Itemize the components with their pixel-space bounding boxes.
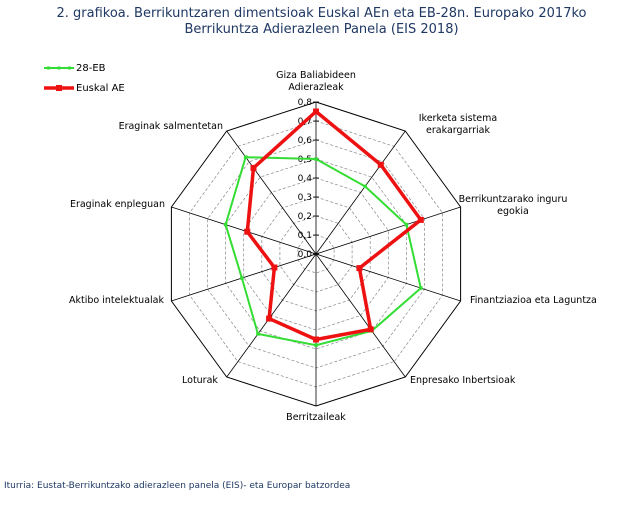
axis-label-2: Berrikuntzarako inguru egokia xyxy=(459,194,568,217)
chart-title-line1: 2. grafikoa. Berrikuntzaren dimentsioak … xyxy=(56,6,587,21)
series-0-point-1 xyxy=(363,184,367,189)
legend-label-eae: Euskal AE xyxy=(76,82,125,94)
axis-label-5-line-0: Berritzaileak xyxy=(286,412,346,423)
axis-label-7: Aktibo intelektualak xyxy=(69,295,164,306)
axis-label-9: Eraginak salmentetan xyxy=(119,121,223,132)
legend-item-eb: 28-EB xyxy=(44,58,125,78)
tick-label-6: 0,6 xyxy=(298,136,313,146)
axis-label-0-line-1: Adierazleak xyxy=(288,82,344,93)
series-0-point-5 xyxy=(314,343,318,347)
series-1-point-4 xyxy=(367,326,374,333)
axis-label-0: Giza Baliabideen Adierazleak xyxy=(276,70,356,93)
chart-title: 2. grafikoa. Berrikuntzaren dimentsioak … xyxy=(0,6,643,38)
axis-label-3-line-0: Finantziazioa eta Laguntza xyxy=(470,295,597,306)
tick-label-4: 0,4 xyxy=(298,174,313,184)
legend: 28-EB Euskal AE xyxy=(44,58,125,98)
series-0-point-8 xyxy=(223,222,228,227)
legend-item-eae: Euskal AE xyxy=(44,78,125,98)
tick-label-5: 0,5 xyxy=(298,155,312,165)
axis-label-1: Ikerketa sistema erakargarriak xyxy=(419,113,497,136)
grid-ring-4 xyxy=(243,177,389,331)
series-1-point-6 xyxy=(266,315,273,322)
axis-label-0-line-0: Giza Baliabideen xyxy=(276,70,356,81)
tick-label-0: 0,0 xyxy=(298,250,313,260)
axis-label-8-line-0: Eraginak enpleguan xyxy=(70,199,165,210)
axis-label-2-line-0: Berrikuntzarako inguru xyxy=(459,194,568,205)
tick-label-1: 0,1 xyxy=(298,231,312,241)
tick-label-3: 0,3 xyxy=(298,193,312,203)
series-0-point-2 xyxy=(404,222,409,227)
axis-label-6: Loturak xyxy=(182,375,218,386)
axis-label-7-line-0: Aktibo intelektualak xyxy=(69,295,164,306)
spoke-9 xyxy=(226,130,317,255)
axis-label-9-line-0: Eraginak salmentetan xyxy=(119,121,223,132)
series-1-point-0 xyxy=(313,108,319,115)
axis-label-1-line-0: Ikerketa sistema xyxy=(419,113,497,124)
axis-label-4-line-0: Enpresako Inbertsioak xyxy=(410,375,516,386)
series-0-point-0 xyxy=(314,157,318,161)
series-1-point-1 xyxy=(377,161,384,168)
legend-label-eb: 28-EB xyxy=(76,62,106,74)
spoke-2 xyxy=(315,206,461,255)
axis-label-6-line-0: Loturak xyxy=(182,375,218,386)
axis-label-4: Enpresako Inbertsioak xyxy=(410,375,516,386)
series-0-point-3 xyxy=(419,286,423,290)
chart-title-line2: Berrikuntza Adierazleen Panela (EIS 2018… xyxy=(184,22,459,37)
series-1-point-5 xyxy=(313,336,319,343)
radar-axis-labels: Giza Baliabideen Adierazleak Ikerketa sist… xyxy=(69,70,597,423)
spoke-3 xyxy=(315,253,461,302)
radar-series xyxy=(223,108,424,347)
axis-label-2-line-1: egokia xyxy=(497,206,529,217)
spoke-8 xyxy=(171,206,317,255)
series-line-0 xyxy=(224,156,422,347)
axis-label-3: Finantziazioa eta Laguntza xyxy=(470,295,597,306)
source-note: Iturria: Eustat-Berrikuntzako adierazlee… xyxy=(4,481,351,491)
series-0-point-6 xyxy=(256,332,260,336)
legend-swatch-eb xyxy=(44,66,74,70)
series-1-point-8 xyxy=(244,228,251,235)
series-1-point-7 xyxy=(271,264,278,271)
spoke-6 xyxy=(226,253,317,378)
series-0-point-9 xyxy=(243,155,248,159)
axis-label-5: Berritzaileak xyxy=(286,412,346,423)
spoke-1 xyxy=(315,130,406,255)
tick-label-8: 0,8 xyxy=(298,98,313,108)
axis-label-1-line-1: erakargarriak xyxy=(426,125,490,136)
tick-label-2: 0,2 xyxy=(298,212,312,222)
series-1-point-2 xyxy=(417,216,424,223)
axis-label-8: Eraginak enpleguan xyxy=(70,199,165,210)
series-0-point-7 xyxy=(240,276,244,280)
legend-swatch-eae xyxy=(44,85,74,91)
grid-ring-5 xyxy=(225,158,407,350)
series-1-point-9 xyxy=(250,164,257,171)
series-1-point-3 xyxy=(356,265,363,272)
spoke-4 xyxy=(315,253,406,378)
